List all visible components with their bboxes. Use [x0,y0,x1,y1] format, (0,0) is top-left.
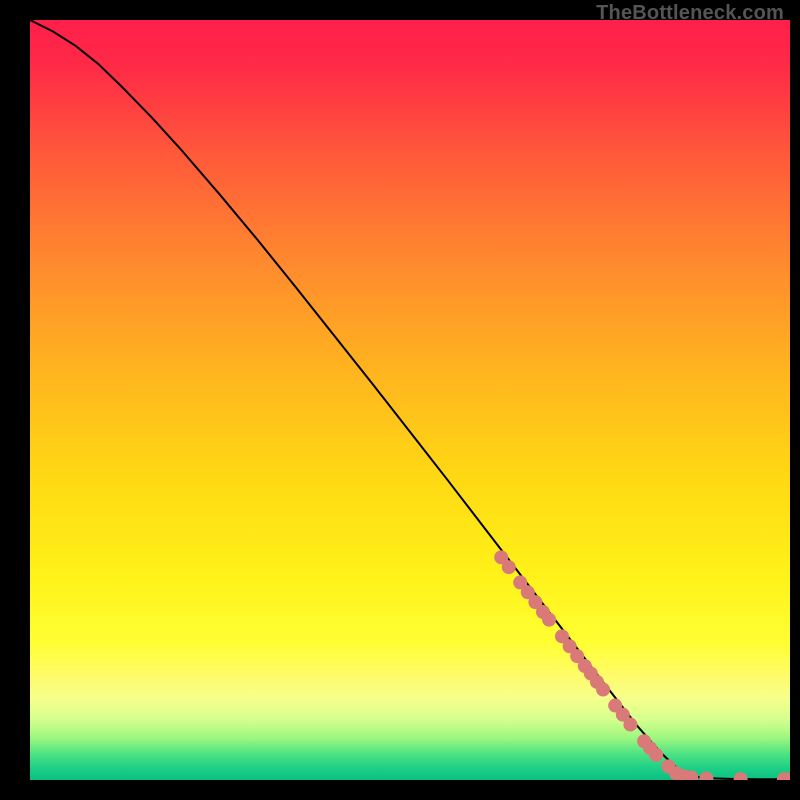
data-marker [649,748,663,762]
data-marker [596,683,610,697]
chart-frame: TheBottleneck.com [0,0,800,800]
gradient-background [30,20,790,780]
chart-svg [30,20,790,780]
plot-area [30,20,790,780]
data-marker [542,613,556,627]
data-marker [623,718,637,732]
data-marker [502,560,516,574]
watermark-text: TheBottleneck.com [596,2,784,25]
